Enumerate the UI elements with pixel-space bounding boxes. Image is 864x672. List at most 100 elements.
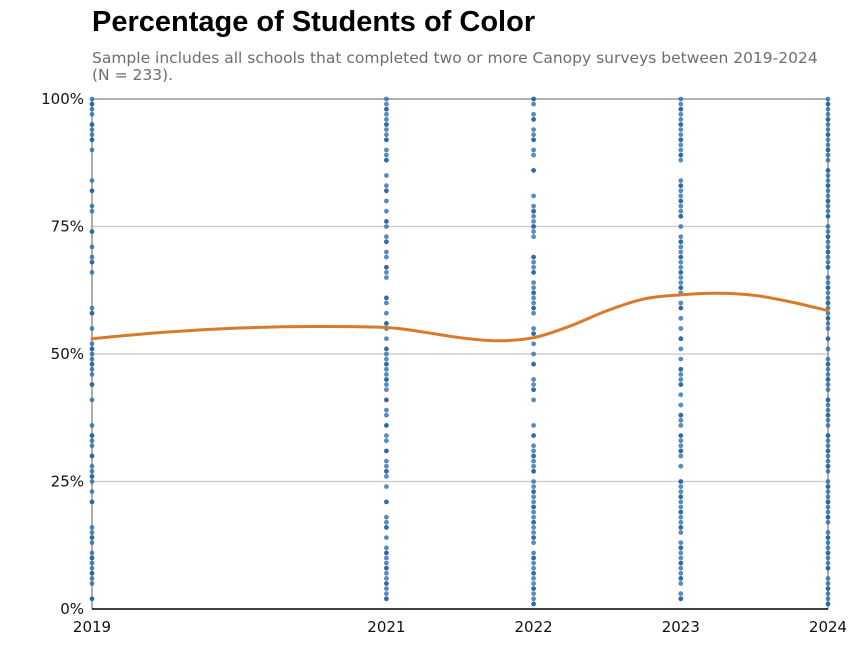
- data-point: [531, 519, 536, 525]
- data-point: [825, 198, 831, 204]
- data-point: [384, 423, 389, 428]
- data-point: [384, 254, 389, 260]
- data-point: [531, 111, 536, 117]
- chart-subtitle: Sample includes all schools that complet…: [92, 49, 818, 84]
- data-point: [678, 514, 684, 520]
- data-point: [678, 479, 684, 484]
- data-point: [825, 152, 831, 158]
- data-point: [825, 412, 831, 418]
- data-point: [531, 397, 536, 403]
- data-point: [678, 423, 684, 428]
- data-point: [678, 576, 684, 581]
- data-point: [89, 361, 95, 367]
- data-point: [678, 147, 684, 153]
- data-point: [825, 224, 831, 229]
- data-point: [678, 530, 684, 535]
- data-point: [531, 601, 536, 607]
- data-point: [89, 443, 95, 449]
- data-point: [89, 270, 95, 275]
- data-point: [89, 229, 95, 235]
- data-point: [89, 525, 95, 530]
- chart-title: Percentage of Students of Color: [92, 6, 536, 38]
- data-point: [89, 479, 95, 484]
- data-point: [531, 530, 536, 535]
- data-point: [89, 127, 95, 132]
- data-point: [531, 514, 536, 520]
- data-point: [531, 361, 536, 367]
- data-point: [531, 570, 536, 576]
- data-point: [678, 285, 684, 291]
- data-point: [384, 173, 389, 178]
- x-tick-label: 2024: [809, 618, 847, 636]
- data-point: [384, 412, 389, 418]
- data-point: [825, 423, 831, 428]
- data-point: [825, 372, 831, 377]
- data-point: [825, 264, 831, 270]
- data-point: [678, 346, 684, 352]
- data-point: [384, 249, 389, 255]
- data-point: [825, 596, 831, 602]
- data-point: [825, 275, 831, 280]
- data-point: [384, 570, 389, 576]
- data-point: [825, 122, 831, 127]
- data-point: [825, 239, 831, 245]
- data-point: [678, 117, 684, 122]
- data-point: [678, 326, 684, 331]
- data-point: [531, 137, 536, 143]
- data-point: [384, 188, 389, 194]
- data-point: [678, 433, 684, 438]
- data-point: [825, 448, 831, 454]
- data-point: [89, 203, 95, 209]
- data-point: [384, 407, 389, 413]
- data-point: [89, 305, 95, 311]
- data-point: [825, 147, 831, 153]
- y-tick-label: 25%: [51, 473, 84, 491]
- data-point: [825, 540, 831, 546]
- data-point: [825, 106, 831, 112]
- data-point: [678, 438, 684, 444]
- data-point: [678, 244, 684, 250]
- data-point: [678, 270, 684, 275]
- data-point: [531, 581, 536, 586]
- data-point: [531, 351, 536, 357]
- data-point: [825, 397, 831, 403]
- data-point: [678, 203, 684, 209]
- data-point: [678, 300, 684, 306]
- data-point: [825, 157, 831, 163]
- data-point: [825, 499, 831, 505]
- data-point: [678, 280, 684, 285]
- data-point: [531, 270, 536, 275]
- data-point: [531, 193, 536, 199]
- data-point: [89, 310, 95, 316]
- y-tick-label: 100%: [41, 90, 84, 108]
- data-point: [384, 234, 389, 240]
- data-point: [678, 213, 684, 219]
- data-point: [678, 377, 684, 382]
- x-tick-label: 2023: [662, 618, 700, 636]
- data-point: [678, 417, 684, 423]
- data-point: [531, 234, 536, 240]
- data-point: [825, 178, 831, 184]
- data-point: [531, 535, 536, 540]
- data-point: [384, 499, 389, 505]
- data-point: [825, 377, 831, 382]
- data-point: [89, 101, 95, 107]
- data-point: [384, 117, 389, 122]
- data-point: [384, 275, 389, 280]
- data-point: [531, 443, 536, 449]
- data-point: [384, 111, 389, 117]
- data-point: [384, 106, 389, 112]
- data-point: [678, 550, 684, 556]
- data-point: [678, 198, 684, 204]
- data-point: [89, 555, 95, 561]
- data-point: [89, 581, 95, 586]
- data-point: [825, 183, 831, 189]
- data-point: [384, 101, 389, 107]
- data-point: [678, 560, 684, 566]
- data-point: [825, 387, 831, 393]
- data-point: [89, 341, 95, 347]
- data-point: [89, 576, 95, 581]
- data-point: [678, 581, 684, 586]
- data-point: [531, 433, 536, 438]
- data-point: [678, 402, 684, 408]
